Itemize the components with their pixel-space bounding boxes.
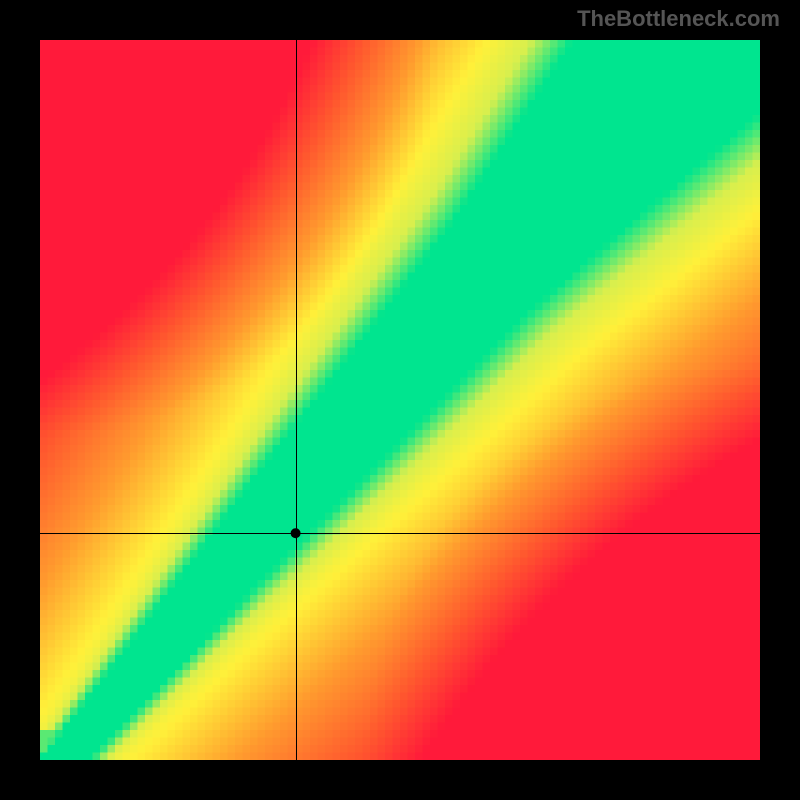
watermark-label: TheBottleneck.com [577,6,780,32]
chart-container: TheBottleneck.com [0,0,800,800]
crosshair-overlay [40,40,760,760]
